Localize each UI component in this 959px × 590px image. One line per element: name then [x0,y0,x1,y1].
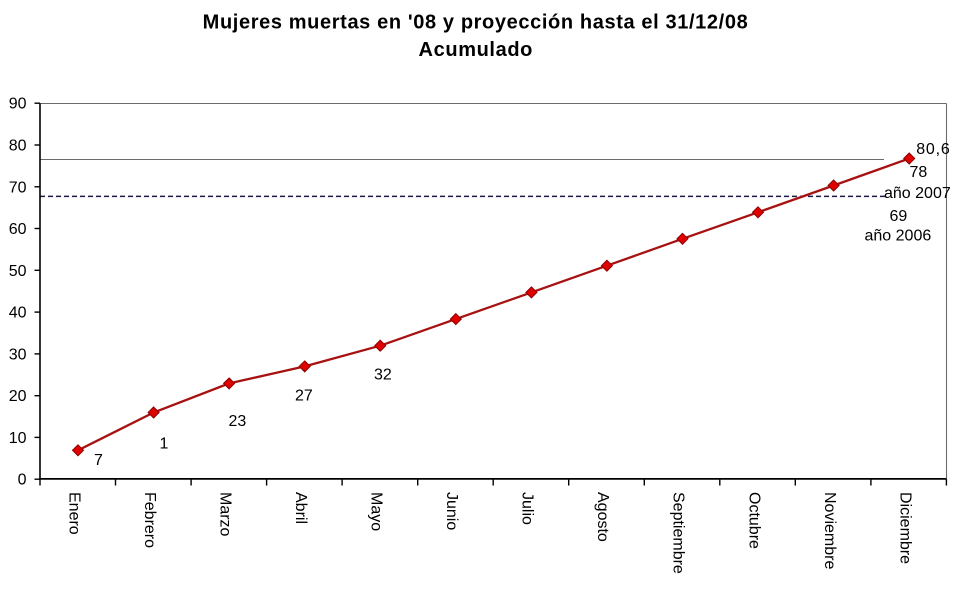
svg-text:año 2006: año 2006 [865,227,932,244]
svg-text:Mujeres muertas en '08 y proye: Mujeres muertas en '08 y proyección hast… [203,11,749,33]
svg-text:80: 80 [9,138,27,155]
svg-text:27: 27 [295,388,313,405]
svg-text:Julio: Julio [519,492,536,525]
svg-text:Septiembre: Septiembre [670,492,687,574]
svg-text:30: 30 [9,346,27,363]
svg-text:20: 20 [9,388,27,405]
svg-text:año 2007: año 2007 [884,185,951,202]
svg-text:50: 50 [9,263,27,280]
svg-text:32: 32 [374,367,392,384]
svg-text:Octubre: Octubre [745,492,762,549]
svg-text:0: 0 [18,472,27,489]
svg-text:Marzo: Marzo [217,492,234,537]
svg-text:78: 78 [910,164,928,181]
svg-text:Acumulado: Acumulado [419,39,533,61]
svg-text:10: 10 [9,430,27,447]
svg-text:1: 1 [160,436,169,453]
svg-text:7: 7 [94,452,103,469]
svg-text:80,6: 80,6 [916,141,950,158]
svg-text:Junio: Junio [443,492,460,530]
svg-text:Abril: Abril [292,492,309,524]
svg-text:Mayo: Mayo [368,492,385,531]
svg-text:Noviembre: Noviembre [821,492,838,569]
svg-text:Agosto: Agosto [594,492,611,542]
svg-text:70: 70 [9,179,27,196]
svg-text:23: 23 [229,413,247,430]
svg-text:Diciembre: Diciembre [896,492,913,564]
svg-text:Febrero: Febrero [141,492,158,548]
svg-text:90: 90 [9,96,27,113]
svg-text:Enero: Enero [66,492,83,535]
svg-text:40: 40 [9,305,27,322]
svg-text:60: 60 [9,221,27,238]
svg-text:69: 69 [890,208,908,225]
